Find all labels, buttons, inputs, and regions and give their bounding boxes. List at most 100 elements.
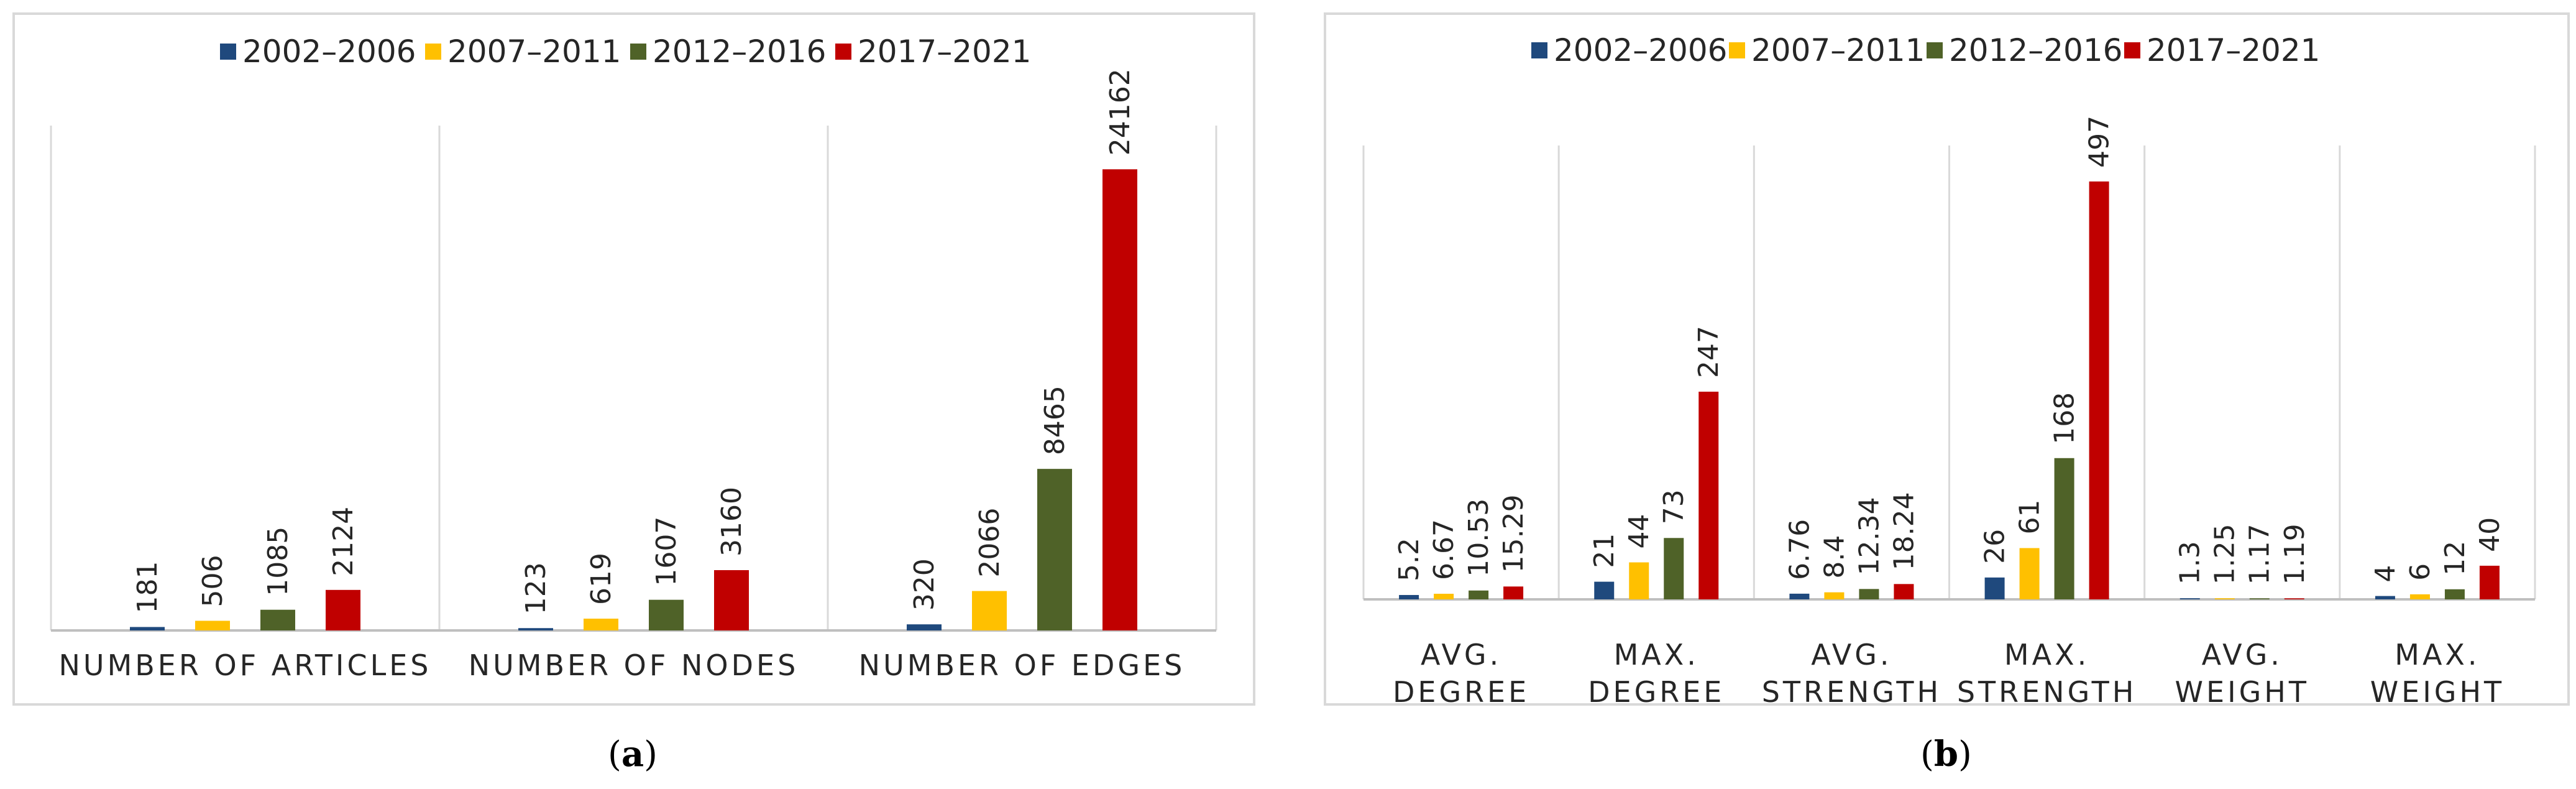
bar-a-2-3 — [1102, 169, 1137, 630]
chart-svg-b: 2002–2006 2007–2011 2012–2016 2017–2021 AVG.… — [1362, 32, 2536, 709]
bar-b-1-3 — [1698, 391, 1719, 599]
legend-swatch-3 — [2124, 42, 2140, 58]
legend-swatch-0 — [220, 44, 236, 60]
legend-swatch-0 — [1531, 42, 1547, 58]
category-label: AVG. — [2202, 638, 2283, 671]
data-label: 44 — [1623, 514, 1655, 548]
data-label: 168 — [2049, 392, 2081, 445]
data-label: 12 — [2439, 541, 2471, 576]
bar-a-0-2 — [260, 609, 295, 630]
bar-b-4-1 — [2214, 598, 2235, 599]
data-label: 6 — [2404, 563, 2436, 581]
legend-label-0: 2002–2006 — [1554, 32, 1728, 68]
category-label: STRENGTH — [1762, 675, 1941, 709]
data-label: 497 — [2084, 116, 2115, 168]
bar-a-2-2 — [1037, 469, 1072, 630]
bar-b-4-2 — [2249, 598, 2270, 599]
bar-b-3-0 — [1984, 577, 2005, 599]
bar-a-2-1 — [972, 591, 1007, 630]
legend-label-1: 2007–2011 — [1751, 32, 1925, 68]
data-label: 61 — [2014, 500, 2046, 535]
data-label: 21 — [1588, 533, 1620, 568]
legend-label-1: 2007–2011 — [447, 34, 621, 70]
bar-b-0-0 — [1399, 594, 1419, 599]
category-label: NUMBER OF ARTICLES — [58, 648, 431, 682]
data-label: 73 — [1658, 489, 1690, 524]
data-label: 26 — [1979, 529, 2011, 564]
data-label: 247 — [1693, 326, 1725, 378]
bar-b-0-1 — [1434, 593, 1454, 599]
category-label: MAX. — [2004, 638, 2089, 671]
data-label: 3160 — [716, 487, 748, 556]
legend-swatch-2 — [1927, 42, 1943, 58]
category-label: WEIGHT — [2175, 675, 2309, 709]
data-label: 6.76 — [1784, 519, 1815, 580]
data-label: 1.19 — [2279, 524, 2311, 584]
bar-b-0-2 — [1469, 590, 1489, 599]
bar-b-2-0 — [1789, 593, 1810, 599]
bar-b-3-3 — [2089, 181, 2109, 599]
category-label: NUMBER OF EDGES — [859, 648, 1186, 682]
bar-b-3-2 — [2054, 458, 2074, 599]
bar-b-5-2 — [2444, 589, 2465, 599]
bar-b-1-0 — [1594, 581, 1615, 599]
data-label: 320 — [909, 558, 940, 611]
bar-b-2-2 — [1859, 589, 1879, 599]
legend-label-2: 2012–2016 — [653, 34, 827, 70]
bar-b-1-2 — [1664, 538, 1684, 599]
data-label: 619 — [585, 553, 617, 605]
data-label: 4 — [2370, 565, 2401, 583]
bar-a-2-0 — [907, 624, 942, 630]
bar-a-0-1 — [195, 621, 230, 630]
category-label: AVG. — [1811, 638, 1892, 671]
caption-a: (a) — [608, 734, 658, 775]
bar-b-2-1 — [1824, 592, 1845, 599]
legend-swatch-2 — [630, 44, 646, 60]
bar-b-4-0 — [2180, 598, 2200, 599]
legend-label-3: 2017–2021 — [858, 34, 1032, 70]
data-label: 2066 — [974, 508, 1006, 578]
bar-b-5-1 — [2409, 594, 2430, 599]
category-label: STRENGTH — [1957, 675, 2137, 709]
bar-b-5-0 — [2375, 596, 2395, 599]
bar-a-1-1 — [584, 618, 618, 630]
legend-swatch-1 — [1729, 42, 1745, 58]
data-label: 2124 — [328, 507, 359, 576]
data-label: 10.53 — [1463, 499, 1495, 577]
data-label: 5.2 — [1393, 538, 1425, 581]
chart-svg-a: 2002–2006 2007–2011 2012–2016 2017–2021 NUMB… — [50, 34, 1217, 682]
data-label: 6.67 — [1428, 519, 1460, 580]
bar-b-2-3 — [1894, 584, 1914, 599]
caption-b: (b) — [1920, 734, 1972, 775]
chart-panel-b: 2002–2006 2007–2011 2012–2016 2017–2021 AVG.… — [1324, 12, 2570, 709]
data-label: 15.29 — [1498, 494, 1529, 573]
data-label: 1607 — [651, 517, 682, 586]
data-label: 181 — [132, 561, 163, 613]
bar-b-5-3 — [2479, 565, 2500, 599]
data-label: 1.3 — [2175, 541, 2206, 584]
legend-swatch-3 — [835, 44, 851, 60]
bar-b-3-1 — [2019, 548, 2040, 599]
legend-swatch-1 — [425, 44, 441, 60]
data-label: 1.17 — [2244, 524, 2276, 584]
data-label: 123 — [520, 562, 552, 614]
data-label: 24162 — [1104, 68, 1136, 155]
bar-a-0-3 — [326, 589, 360, 630]
caption-a-letter: a — [621, 734, 644, 775]
legend-label-3: 2017–2021 — [2147, 32, 2321, 68]
category-label: DEGREE — [1588, 675, 1725, 709]
legend-label-2: 2012–2016 — [1949, 32, 2123, 68]
chart-panel-a: 2002–2006 2007–2011 2012–2016 2017–2021 NUMB… — [12, 12, 1255, 706]
data-label: 1.25 — [2209, 524, 2241, 584]
bar-a-1-0 — [518, 628, 553, 630]
bar-a-1-2 — [649, 599, 684, 630]
bar-b-1-1 — [1629, 562, 1649, 599]
data-label: 8.4 — [1818, 535, 1850, 579]
bar-b-0-3 — [1503, 586, 1524, 599]
data-label: 18.24 — [1888, 492, 1920, 570]
legend-label-0: 2002–2006 — [242, 34, 416, 70]
bar-a-1-3 — [714, 570, 749, 630]
category-label: NUMBER OF NODES — [469, 648, 799, 682]
data-label: 12.34 — [1853, 497, 1885, 575]
bar-b-4-3 — [2284, 598, 2304, 599]
